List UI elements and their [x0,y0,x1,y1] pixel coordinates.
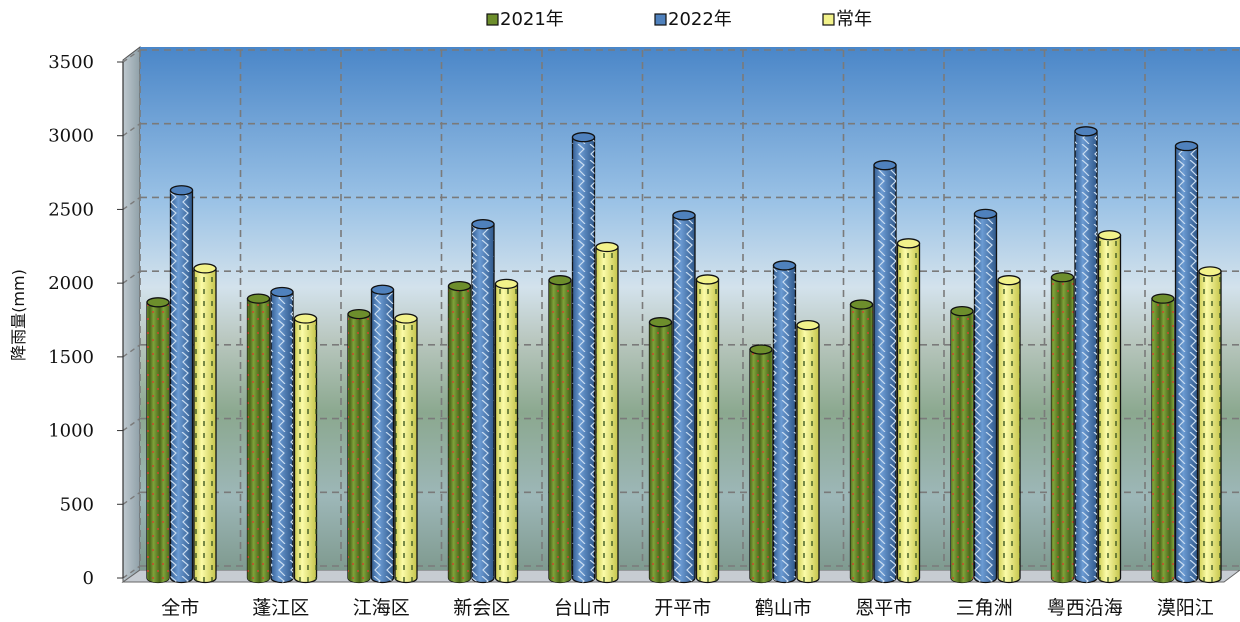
bar [849,299,874,584]
bar [1074,126,1098,584]
y-tick-label: 3500 [48,52,94,73]
x-tick-label: 三角洲 [956,597,1013,619]
bar [494,278,519,584]
bar [394,313,418,584]
axis-layer: 0 500 1000 1500 2000 2500 3000 3500 全市 蓬江区 江海区 新会区 台… [48,52,1214,619]
bar [146,297,170,584]
bar [370,284,395,584]
x-tick-label: 粤西沿海 [1047,597,1123,619]
legend: 2021年 2022年 常年 [486,9,872,30]
bar [270,286,294,584]
bar [1151,293,1175,584]
x-tick-label: 恩平市 [855,597,912,619]
x-tick-label: 蓬江区 [252,597,309,619]
gridline-side [122,417,141,432]
bar [695,274,720,584]
bar [648,317,673,584]
legend-swatch [486,13,499,26]
bar [169,185,194,584]
bars-layer [146,126,1222,584]
bar [1198,266,1222,584]
gridline-side [122,196,141,211]
x-tick-label: 全市 [161,597,199,619]
x-tick-label: 开平市 [654,597,711,619]
bar [246,293,271,584]
bar [548,275,572,584]
bar [1174,140,1199,584]
y-axis-label: 降雨量(mm) [9,269,28,361]
y-tick-label: 2000 [48,273,94,294]
bar [471,219,495,584]
x-tick-label: 江海区 [353,597,410,619]
bar [796,320,820,584]
bar [1097,230,1122,584]
gridline-side [122,491,141,505]
bar [997,275,1021,584]
legend-swatch [822,13,835,26]
x-tick-label: 台山市 [554,597,611,619]
bar [950,306,974,584]
legend-swatch [654,13,667,26]
bar [772,260,797,584]
y-tick-label: 3000 [48,126,94,147]
y-tick-label: 2500 [48,199,94,220]
legend-label: 2021年 [500,9,564,30]
x-tick-label: 漠阳江 [1157,597,1214,619]
gridline-side [122,565,141,579]
x-tick-label: 新会区 [453,597,510,619]
legend-label: 常年 [836,9,872,30]
gridline-side [122,344,141,358]
bar [595,241,619,584]
y-tick-label: 1500 [48,347,94,368]
bar [293,313,318,584]
bar [672,210,696,584]
gridline-side [122,123,141,137]
bar [873,160,897,584]
bar [571,132,596,584]
y-tick-label: 500 [60,494,94,515]
y-tick-label: 1000 [48,421,94,442]
x-tick-label: 鹤山市 [755,597,812,619]
gridline-side [122,49,141,63]
bar [447,280,472,584]
bar [973,208,998,584]
legend-label: 2022年 [668,9,732,30]
bar [193,263,217,584]
bar [347,308,371,584]
bar [896,238,921,584]
gridline-side [122,270,141,284]
bar [749,344,773,584]
y-tick-label: 0 [83,568,94,589]
bar [1050,272,1075,584]
